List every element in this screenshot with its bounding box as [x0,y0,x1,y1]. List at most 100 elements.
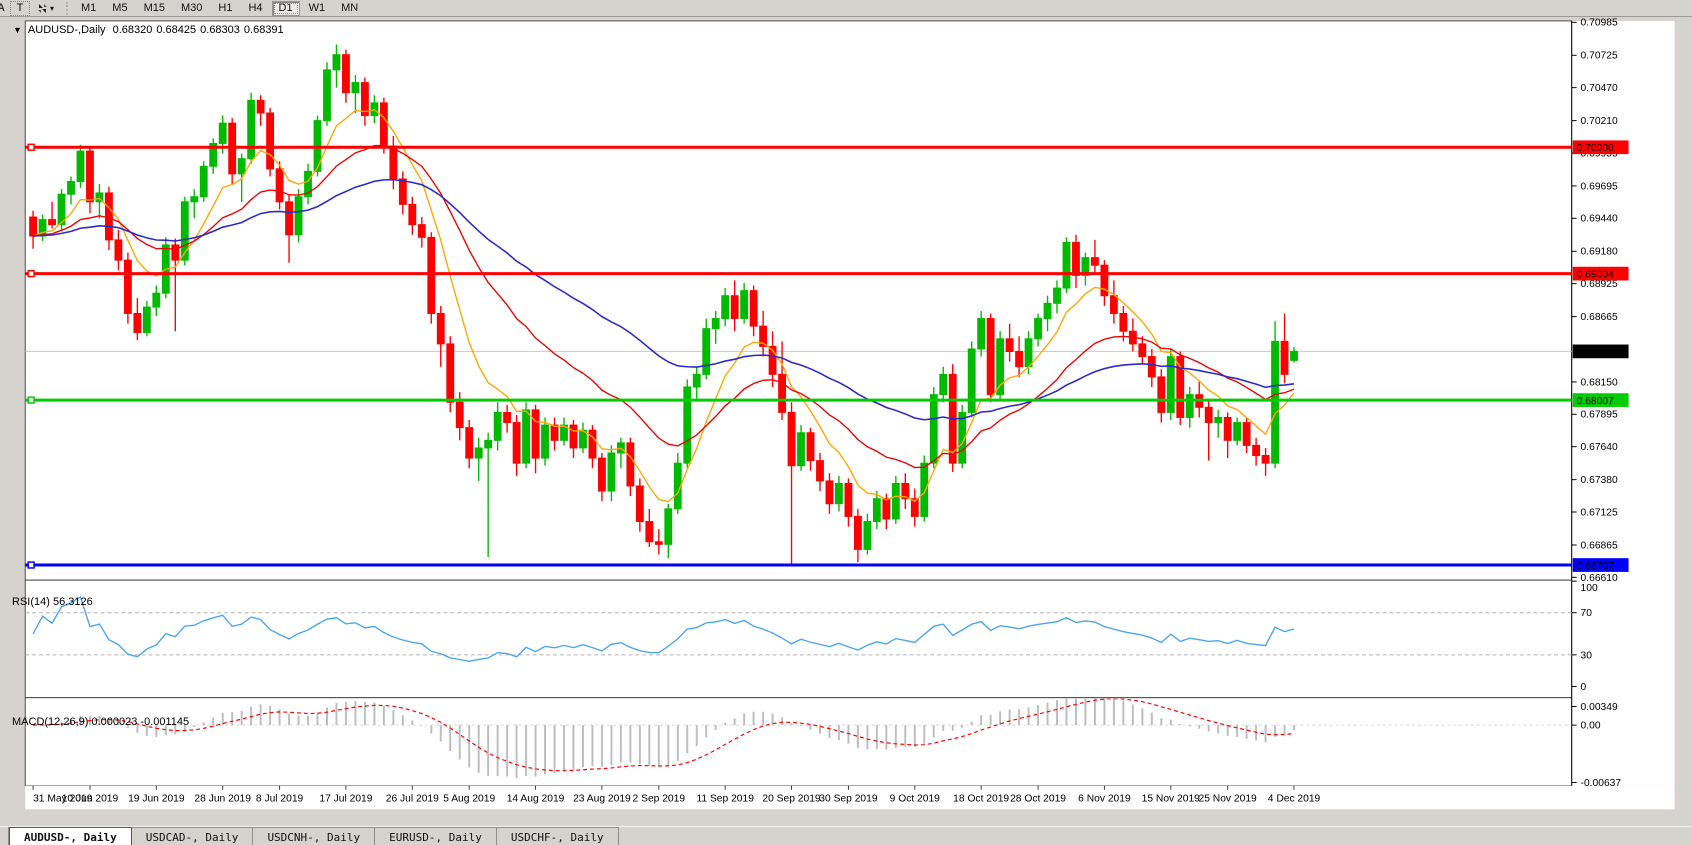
chart-tab-usdcad[interactable]: USDCAD-, Daily [131,827,254,845]
rsi-panel [24,579,1573,699]
svg-text:17 Jul 2019: 17 Jul 2019 [319,794,372,805]
hline-price-box [1572,140,1629,155]
svg-text:-0.00637: -0.00637 [1581,778,1622,789]
hline-price-box [1572,558,1629,572]
svg-text:0.68665: 0.68665 [1581,312,1618,323]
timeframe-button-M5[interactable]: M5 [112,2,128,14]
timeframe-button-M15[interactable]: M15 [143,2,165,14]
rsi-indicator-label: RSI(14) 56.3126 [12,596,93,608]
collapse-triangle-icon: ▼ [13,25,22,35]
hline-0.66707[interactable]: 0.66707 [25,558,1629,572]
svg-text:0.68391: 0.68391 [1577,347,1614,358]
svg-text:4 Dec 2019: 4 Dec 2019 [1268,794,1321,805]
arrange-symbols-icon [38,3,47,13]
timeframe-button-H4[interactable]: H4 [248,2,263,14]
svg-text:28 Jun 2019: 28 Jun 2019 [194,794,251,805]
chart-tab-usdchf[interactable]: USDCHF-, Daily [496,827,619,845]
rsi-line [32,595,1295,662]
macd-signal-line [33,698,1295,772]
svg-text:0.70000: 0.70000 [1577,143,1614,154]
svg-text:0.00349: 0.00349 [1581,702,1618,713]
chart-symbol-label: AUDUSD-,Daily [27,24,106,36]
hline-handle [27,561,35,569]
svg-text:0.67895: 0.67895 [1581,410,1618,421]
svg-text:0.67640: 0.67640 [1581,442,1618,453]
svg-text:18 Oct 2019: 18 Oct 2019 [953,794,1009,805]
svg-text:70: 70 [1581,608,1593,619]
svg-text:0.00: 0.00 [1581,721,1601,732]
main-chart-panel [24,20,1573,581]
hline-handle [27,396,35,404]
macd-indicator-label: MACD(12,26,9) 0.000023 -0.001145 [12,716,190,728]
svg-text:9 Oct 2019: 9 Oct 2019 [890,794,941,805]
toolbar-drag-handle[interactable] [66,1,69,15]
timeframe-button-H1[interactable]: H1 [218,2,233,14]
svg-text:11 Sep 2019: 11 Sep 2019 [696,794,754,805]
chart-area[interactable]: 0.709850.707250.704700.702100.699550.696… [0,17,1692,826]
hline-0.68007[interactable]: 0.68007 [25,393,1629,407]
chart-tab-audusd[interactable]: AUDUSD-, Daily [9,827,132,845]
macd-axis-labels: 0.00349 0.00 -0.00637 [1571,702,1622,789]
ma-slow-line [33,178,1295,421]
timeframe-button-M1[interactable]: M1 [81,2,97,14]
timeframe-button-W1[interactable]: W1 [308,2,326,14]
macd-panel [24,697,1573,787]
svg-text:26 Jul 2019: 26 Jul 2019 [386,794,439,805]
svg-text:19 Jun 2019: 19 Jun 2019 [128,794,185,805]
timeframe-button-D1[interactable]: D1 [271,0,300,16]
chart-ohlc-header: ▼ AUDUSD-,Daily 0.68320 0.68425 0.68303 0.68… [13,24,288,36]
timeframe-button-group: M1 M5 M15 M30 H1 H4 D1 W1 MN [73,0,366,16]
text-tool-icon: T [16,2,24,14]
arrange-symbols-button[interactable]: ▾ [32,1,59,16]
hline-handle [27,143,35,151]
svg-text:28 Oct 2019: 28 Oct 2019 [1010,794,1066,805]
last-price-box: 0.68391 [1572,344,1629,358]
chart-canvas[interactable]: 0.709850.707250.704700.702100.699550.696… [0,17,1692,826]
svg-text:6 Nov 2019: 6 Nov 2019 [1078,794,1131,805]
hline-price-box [1572,266,1629,281]
timeframe-button-MN[interactable]: MN [341,2,359,14]
chart-tab-usdcnh[interactable]: USDCNH-, Daily [253,827,376,845]
candles-layer [29,44,1298,565]
ma-fast-line [32,108,1295,503]
hline-0.70000[interactable]: 0.70000 [25,140,1629,155]
svg-text:25 Nov 2019: 25 Nov 2019 [1199,794,1258,805]
ohlc-close: 0.68391 [243,24,284,36]
svg-text:30 Sep 2019: 30 Sep 2019 [819,794,878,805]
text-tool-button[interactable]: T [10,0,30,16]
tab-bar-notch [0,827,9,845]
svg-text:8 Jul 2019: 8 Jul 2019 [256,794,304,805]
rsi-layer: 100 70 30 0 [25,580,1598,693]
time-axis-strip [25,785,1675,810]
svg-text:0: 0 [1581,682,1587,693]
svg-text:0.67380: 0.67380 [1581,475,1618,486]
svg-text:2 Sep 2019: 2 Sep 2019 [633,794,686,805]
svg-text:0.66707: 0.66707 [1577,561,1614,572]
svg-text:0.69180: 0.69180 [1581,247,1618,258]
svg-text:0.66610: 0.66610 [1581,573,1618,584]
macd-layer [26,698,1571,779]
hline-0.69004[interactable]: 0.69004 [25,266,1629,281]
svg-text:100: 100 [1581,583,1598,594]
svg-text:20 Sep 2019: 20 Sep 2019 [762,794,821,805]
ma-mid-line [32,144,1295,469]
svg-text:0.68150: 0.68150 [1581,377,1618,388]
svg-text:0.70210: 0.70210 [1581,116,1618,127]
svg-text:0.69004: 0.69004 [1577,270,1614,281]
ohlc-low: 0.68303 [200,24,240,36]
svg-text:31 May 2019: 31 May 2019 [33,794,93,805]
svg-text:30: 30 [1581,650,1593,661]
svg-text:5 Aug 2019: 5 Aug 2019 [443,794,495,805]
svg-text:0.67125: 0.67125 [1581,507,1618,518]
svg-text:0.69695: 0.69695 [1581,181,1618,192]
svg-text:14 Aug 2019: 14 Aug 2019 [507,794,565,805]
svg-text:0.68925: 0.68925 [1581,279,1618,290]
dropdown-caret-icon: ▾ [50,3,55,13]
svg-text:0.70470: 0.70470 [1581,83,1618,94]
chart-tab-eurusd[interactable]: EURUSD-, Daily [375,827,497,845]
hline-price-box [1572,393,1629,407]
ohlc-open: 0.68320 [112,24,153,36]
svg-text:0.66865: 0.66865 [1581,540,1618,551]
timeframe-button-M30[interactable]: M30 [180,2,203,14]
